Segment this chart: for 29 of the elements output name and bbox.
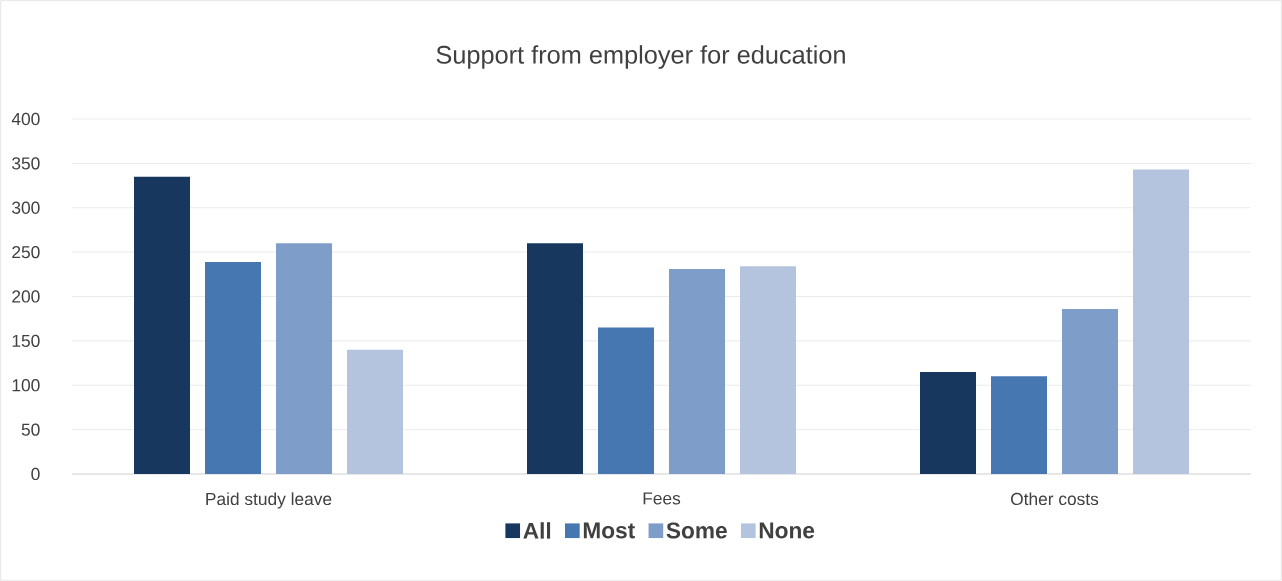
bar	[347, 349, 404, 474]
bar	[991, 376, 1047, 474]
legend-label: All	[523, 522, 551, 539]
bar	[205, 261, 262, 474]
x-tick-label: Fees	[643, 492, 681, 505]
y-tick-label: 400	[11, 112, 40, 126]
y-tick-label: 100	[12, 379, 40, 392]
y-tick-label: 150	[12, 334, 40, 347]
y-tick-label: 50	[21, 423, 40, 436]
legend-label: Some	[666, 522, 727, 539]
legend-label: Most	[583, 522, 635, 539]
bar	[134, 176, 191, 474]
bar	[527, 243, 584, 474]
y-tick-label: 300	[12, 201, 40, 214]
bar	[669, 268, 726, 474]
x-tick-label: Other costs	[1011, 492, 1099, 506]
bar	[740, 266, 797, 474]
y-tick-label: 350	[12, 157, 40, 170]
bar	[1062, 308, 1118, 474]
y-tick-label: 200	[12, 290, 40, 303]
bar	[598, 327, 654, 474]
bar	[920, 371, 976, 474]
bar	[276, 243, 333, 474]
y-tick-label: 0	[31, 467, 40, 481]
legend-label: None	[759, 522, 815, 539]
y-tick-label: 250	[12, 245, 40, 259]
x-tick-label: Paid study leave	[206, 492, 332, 509]
chart-title: Support from employer for education	[436, 45, 845, 69]
bar	[1133, 169, 1189, 474]
